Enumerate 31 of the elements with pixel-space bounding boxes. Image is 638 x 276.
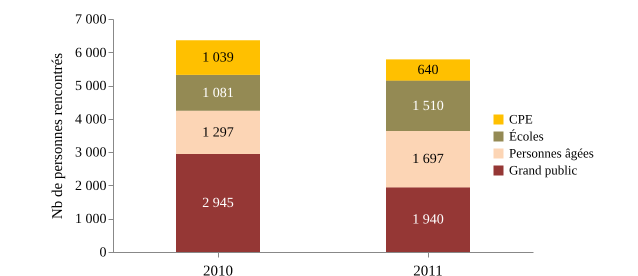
- y-tick-label: 5 000: [75, 79, 106, 94]
- data-label: 1 297: [202, 125, 234, 140]
- y-axis-title: Nb de personnes rencontrés: [50, 52, 66, 220]
- data-label: 2 945: [202, 196, 234, 211]
- bar: [176, 74, 260, 111]
- y-tick-label: 6 000: [75, 46, 106, 61]
- legend-label: CPE: [509, 112, 533, 126]
- bar: [176, 154, 260, 252]
- y-tick-label: 4 000: [75, 112, 106, 128]
- legend-label: Grand public: [509, 162, 578, 178]
- data-label: 640: [418, 63, 438, 78]
- y-tick-label: 2 000: [75, 178, 106, 194]
- x-tick-label: 2011: [413, 264, 443, 276]
- bar: [176, 40, 260, 75]
- bar: [386, 80, 470, 131]
- data-label: 1 039: [202, 50, 234, 66]
- bar: [176, 110, 260, 154]
- x-tick-label: 2010: [203, 264, 233, 276]
- y-tick-label: 3 000: [75, 146, 106, 161]
- bar: [386, 59, 470, 81]
- bar: [386, 187, 470, 252]
- y-tick-label: 7 000: [75, 12, 106, 28]
- data-label: 1 940: [412, 212, 444, 228]
- data-label: 1 510: [412, 98, 444, 114]
- legend-label: Écoles: [509, 128, 544, 144]
- y-tick-label: 0: [100, 246, 106, 260]
- y-tick-label: 1 000: [75, 212, 106, 228]
- data-label: 1 081: [202, 86, 234, 101]
- legend-label: Personnes âgées: [509, 146, 594, 160]
- data-label: 1 697: [412, 152, 444, 168]
- bar: [386, 130, 470, 188]
